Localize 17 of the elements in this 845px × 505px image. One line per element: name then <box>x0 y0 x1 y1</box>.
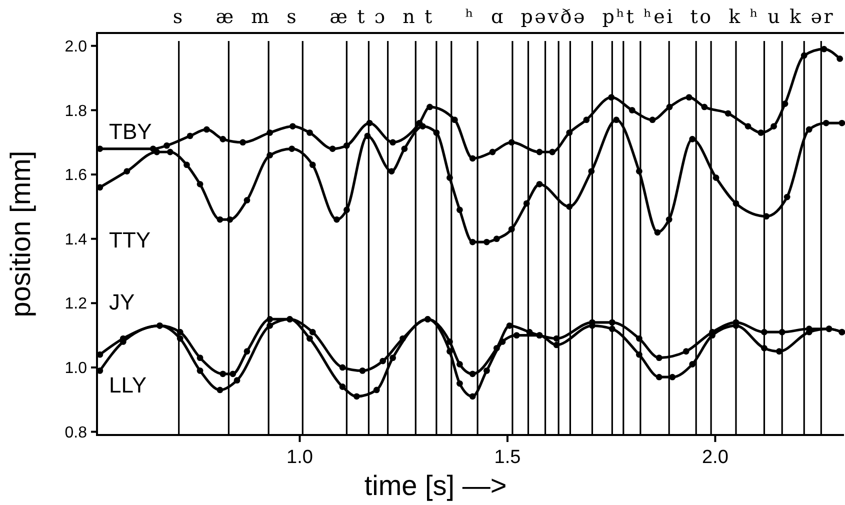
y-tick-label: 2.0 <box>64 38 88 56</box>
series-label: LLY <box>109 372 147 398</box>
y-tick-label: 0.8 <box>64 424 88 442</box>
y-axis-title: position [mm] <box>5 150 36 318</box>
series-label: JY <box>109 290 135 315</box>
y-tick-label: 1.4 <box>64 231 88 248</box>
x-tick-label: 2.0 <box>702 447 728 468</box>
y-tick-label: 1.0 <box>64 360 88 378</box>
y-tick-label: 1.8 <box>64 102 88 120</box>
y-tick-label: 1.6 <box>64 167 88 184</box>
y-tick-label: 1.2 <box>64 296 88 313</box>
series-label: TTY <box>109 227 151 252</box>
series-label: TBY <box>109 118 152 144</box>
x-axis-title: time [s] —> <box>364 470 507 501</box>
x-tick-label: 1.5 <box>494 447 521 468</box>
text: s æ m s æ t ɔ n t ʰ ɑ pəvðə pʰt ʰei to k ʰ u k ər <box>172 6 834 28</box>
x-tick-label: 1.0 <box>286 447 313 468</box>
